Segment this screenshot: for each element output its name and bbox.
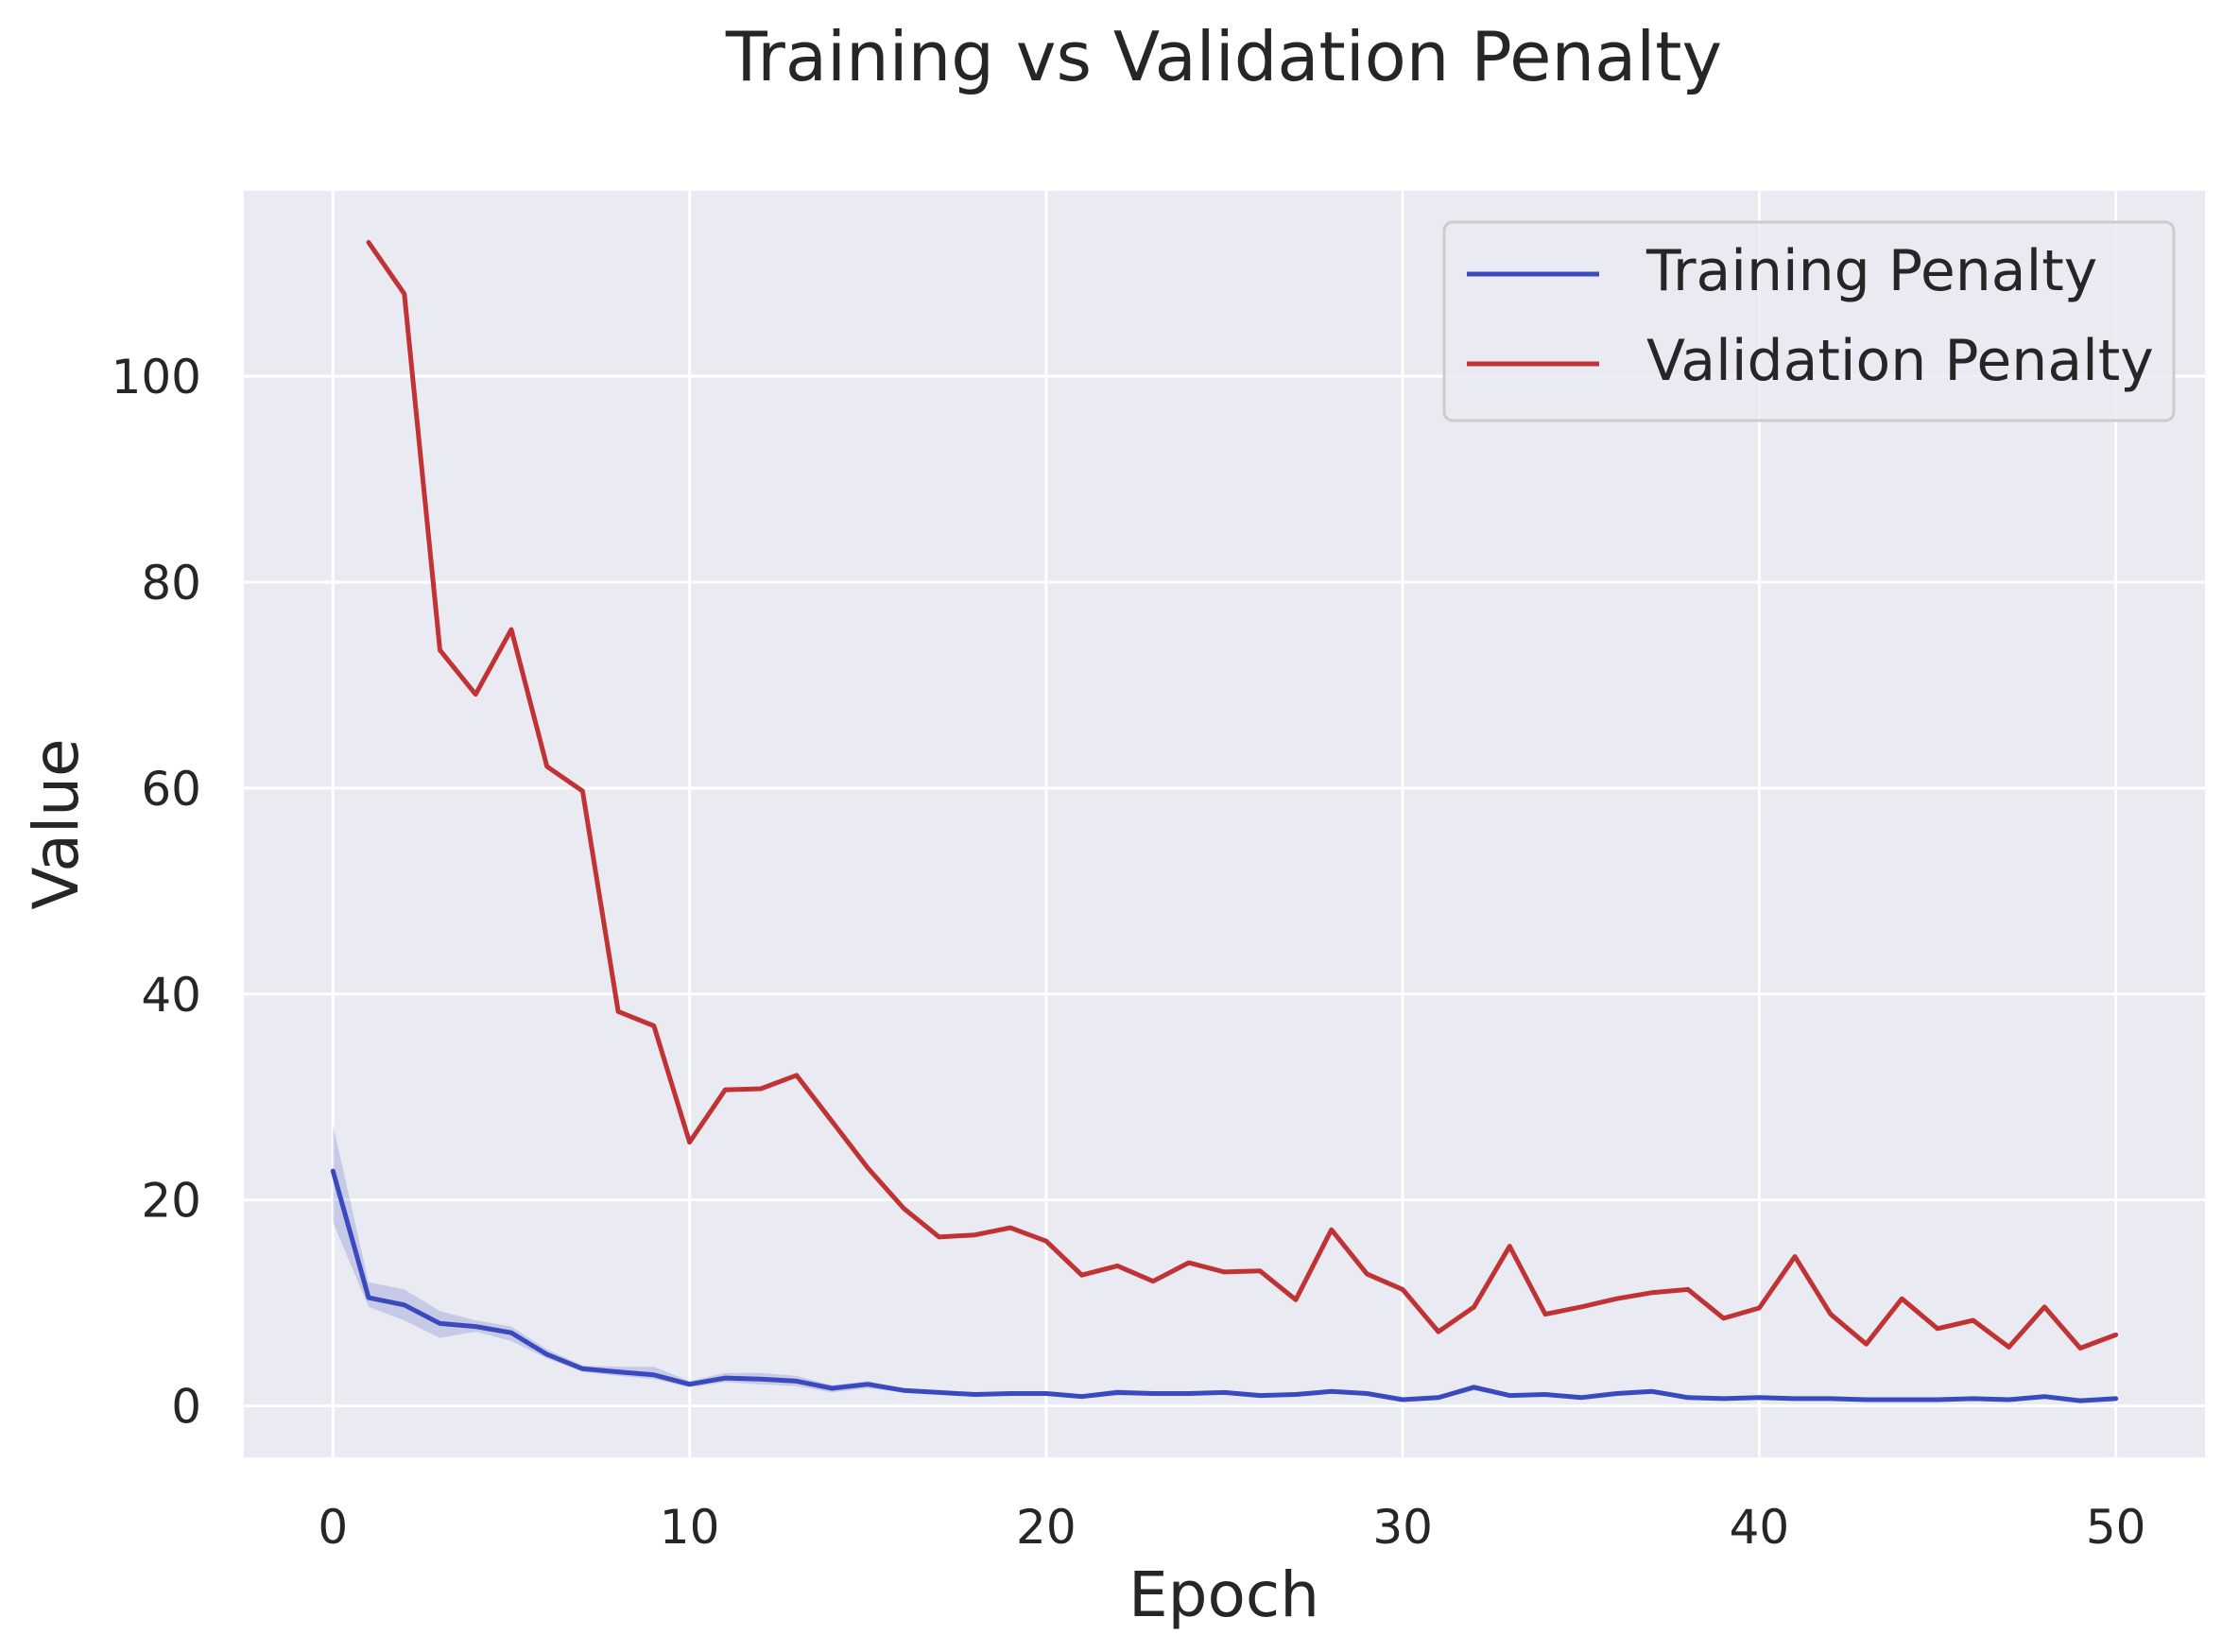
x-tick-label: 10 (660, 1500, 720, 1555)
x-tick-label: 50 (2086, 1500, 2146, 1555)
x-tick-labels: 0 10 20 30 40 50 (318, 1500, 2145, 1555)
y-tick-label: 60 (141, 762, 201, 817)
y-axis-label: Value (20, 738, 93, 909)
x-tick-label: 40 (1730, 1500, 1790, 1555)
chart-title: Training vs Validation Penalty (725, 17, 1722, 96)
y-tick-label: 100 (112, 350, 201, 404)
y-tick-label: 20 (141, 1174, 201, 1229)
x-axis-label: Epoch (1128, 1558, 1319, 1631)
legend-label-validation: Validation Penalty (1646, 328, 2154, 394)
y-tick-label: 80 (141, 556, 201, 611)
x-tick-label: 30 (1372, 1500, 1433, 1555)
legend-box (1442, 220, 2176, 422)
legend-label-training: Training Penalty (1645, 238, 2097, 304)
gridlines (244, 191, 2205, 1457)
training-penalty-line (330, 1168, 2119, 1403)
y-tick-labels: 0 20 40 60 80 100 (112, 350, 201, 1434)
y-tick-label: 40 (141, 968, 201, 1023)
x-tick-label: 20 (1016, 1500, 1077, 1555)
series-line-layer (330, 240, 2119, 1403)
y-tick-label: 0 (171, 1380, 201, 1435)
x-tick-label: 0 (318, 1500, 348, 1555)
legend: Training Penalty Validation Penalty (1442, 220, 2176, 422)
validation-penalty-line (366, 240, 2119, 1351)
